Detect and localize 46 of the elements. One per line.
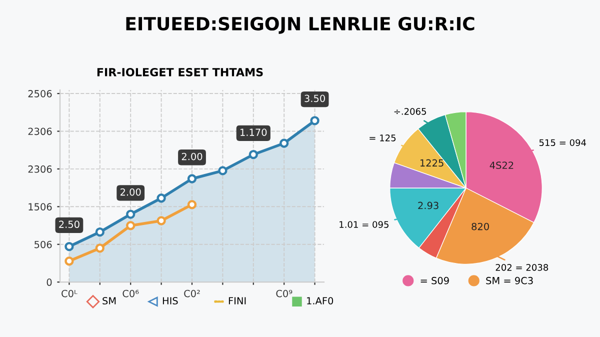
x-tick-label: C0ᴸ [62,290,78,298]
point [156,216,166,226]
point [64,242,74,252]
text: 2306 [28,128,52,136]
text: 1.AF0 [307,297,334,304]
point [156,194,166,203]
point [310,116,320,126]
annotation: 2.00 [120,188,141,196]
chart-subtitle: FIR-IOLEGET ESET THTAMS [97,68,263,76]
point [95,244,104,253]
point [187,174,197,184]
x-tick-label: C0⁹ [276,290,292,298]
text: 0 [46,278,52,286]
annotation: 2.00 [182,152,202,160]
point [126,210,136,219]
legend-label: SM = 9C3 [486,276,533,284]
text: 1506 [28,203,52,210]
point [280,138,289,148]
text: 2306 [28,165,52,173]
text: 515 = 094 [539,139,586,146]
text: = 125 [370,134,396,142]
point [218,166,228,176]
text: 202 = 2038 [496,264,548,271]
text: ÷.2065 [394,108,426,115]
annotation: 3.50 [304,94,325,102]
text: 2.93 [418,202,438,210]
text: 1.01 = 095 [340,221,388,228]
legend-label: = S09 [420,276,449,284]
text: 4S22 [490,162,514,169]
point [95,227,104,237]
point [248,150,258,160]
text: 1225 [420,159,444,167]
point [64,256,74,266]
point [187,200,197,210]
x-tick-label: C0⁶ [122,290,139,298]
text: SM [102,297,116,304]
text: 506 [34,240,52,248]
x-tick-label: C0² [184,290,200,298]
annotation: 1.170 [240,128,267,136]
text: FINI [228,297,246,304]
text: 2506 [28,90,52,98]
chart-title: EITUEED:SEIGOJN LENRLIE GU:R:IC [126,16,474,34]
text: HIS [162,297,178,304]
text: 820 [472,222,489,230]
point [126,220,136,230]
annotation: 2.50 [59,220,80,228]
